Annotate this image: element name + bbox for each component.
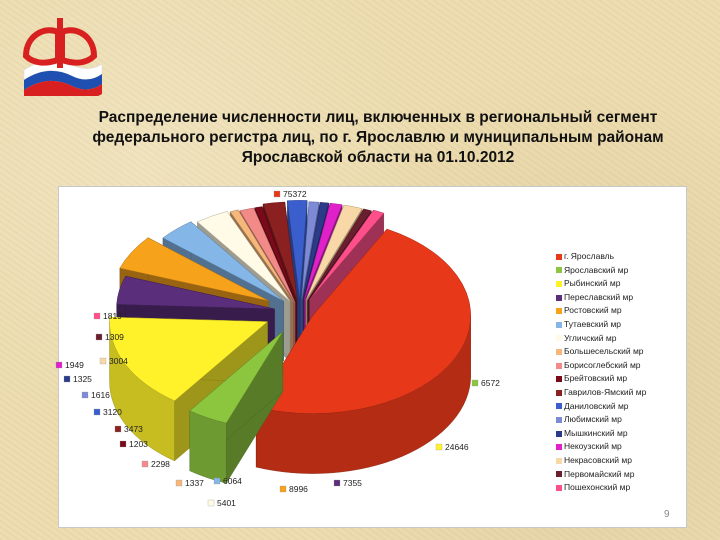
legend-item: Пошехонский мр <box>556 481 676 495</box>
legend-swatch <box>556 267 562 274</box>
pie-slice <box>255 228 471 474</box>
data-label: 3473 <box>124 424 143 434</box>
legend-item: Ростовский мр <box>556 304 676 318</box>
legend-label: Большесельский мр <box>564 346 644 357</box>
legend-item: г. Ярославль <box>556 250 676 264</box>
legend-item: Ярославский мр <box>556 264 676 278</box>
legend-swatch <box>556 321 562 328</box>
page-number: 9 <box>664 509 670 520</box>
legend-swatch <box>556 253 562 260</box>
legend-label: Даниловский мр <box>564 400 629 411</box>
legend-swatch <box>556 444 562 451</box>
legend-label: Борисоглебский мр <box>564 359 641 370</box>
legend-item: Некоузский мр <box>556 440 676 454</box>
pie-slice <box>189 330 284 484</box>
legend-swatch <box>556 348 562 355</box>
data-label-marker <box>207 499 215 507</box>
data-label-marker <box>141 460 149 468</box>
data-label: 6572 <box>481 378 500 388</box>
data-label: 1337 <box>185 478 204 488</box>
legend-label: Некоузский мр <box>564 441 622 452</box>
legend-label: Мышкинский мр <box>564 427 628 438</box>
data-label: 1325 <box>73 374 92 384</box>
data-label-marker <box>213 477 221 485</box>
legend-item: Переславский мр <box>556 291 676 305</box>
legend-item: Даниловский мр <box>556 400 676 414</box>
data-label-marker <box>93 312 101 320</box>
legend-item: Рыбинский мр <box>556 277 676 291</box>
legend-item: Гаврилов-Ямский мр <box>556 386 676 400</box>
legend-label: Гаврилов-Ямский мр <box>564 386 647 397</box>
legend-swatch <box>556 484 562 491</box>
legend-swatch <box>556 376 562 383</box>
data-label-marker <box>435 443 443 451</box>
data-label: 5401 <box>217 498 236 508</box>
legend-item: Большесельский мр <box>556 345 676 359</box>
pfr-logo-icon <box>22 18 103 96</box>
data-label: 1309 <box>105 332 124 342</box>
data-label: 1616 <box>91 390 110 400</box>
data-label-marker <box>333 479 341 487</box>
legend-swatch <box>556 335 562 342</box>
legend-swatch <box>556 471 562 478</box>
data-label: 1203 <box>129 439 148 449</box>
legend-label: Некрасовский мр <box>564 454 632 465</box>
legend-swatch <box>556 457 562 464</box>
data-label: 24646 <box>445 442 469 452</box>
data-label: 6064 <box>223 476 242 486</box>
data-label: 7355 <box>343 478 362 488</box>
legend-swatch <box>556 416 562 423</box>
legend-swatch <box>556 362 562 369</box>
data-label-marker <box>95 333 103 341</box>
chart-legend: г. Ярославль Ярославский мр Рыбинский мр Пе… <box>556 250 676 495</box>
legend-item: Борисоглебский мр <box>556 359 676 373</box>
legend-item: Некрасовский мр <box>556 454 676 468</box>
legend-item: Тутаевский мр <box>556 318 676 332</box>
legend-label: Рыбинский мр <box>564 278 621 289</box>
legend-label: Ростовский мр <box>564 305 622 316</box>
data-label-marker <box>175 479 183 487</box>
data-label-marker <box>114 425 122 433</box>
legend-label: Переславский мр <box>564 291 634 302</box>
legend-label: Любимский мр <box>564 414 622 425</box>
data-label: 1819 <box>103 311 122 321</box>
legend-swatch <box>556 389 562 396</box>
data-label-marker <box>55 361 63 369</box>
legend-label: г. Ярославль <box>564 251 615 261</box>
legend-item: Мышкинский мр <box>556 427 676 441</box>
legend-item: Брейтовский мр <box>556 372 676 386</box>
legend-label: Пошехонский мр <box>564 482 631 493</box>
data-label-marker <box>93 408 101 416</box>
data-label: 1949 <box>65 360 84 370</box>
data-label-marker <box>99 357 107 365</box>
legend-swatch <box>556 308 562 315</box>
data-label-marker <box>81 391 89 399</box>
chart-title: Распределение численности лиц, включенны… <box>92 109 664 166</box>
data-label: 8996 <box>289 484 308 494</box>
data-label: 75372 <box>283 189 307 199</box>
legend-swatch <box>556 294 562 301</box>
legend-label: Тутаевский мр <box>564 318 622 329</box>
legend-label: Брейтовский мр <box>564 373 628 384</box>
legend-swatch <box>556 430 562 437</box>
data-label-marker <box>119 440 127 448</box>
legend-item: Любимский мр <box>556 413 676 427</box>
data-label-marker <box>279 485 287 493</box>
legend-item: Первомайский мр <box>556 468 676 482</box>
legend-label: Угличский мр <box>564 332 617 343</box>
legend-swatch <box>556 403 562 410</box>
data-label: 3120 <box>103 407 122 417</box>
legend-swatch <box>556 280 562 287</box>
data-label-marker <box>273 190 281 198</box>
legend-label: Ярославский мр <box>564 264 629 275</box>
data-label-marker <box>63 375 71 383</box>
legend-item: Угличский мр <box>556 332 676 346</box>
data-label: 2298 <box>151 459 170 469</box>
data-label: 3004 <box>109 356 128 366</box>
data-label-marker <box>471 379 479 387</box>
legend-label: Первомайский мр <box>564 468 635 479</box>
